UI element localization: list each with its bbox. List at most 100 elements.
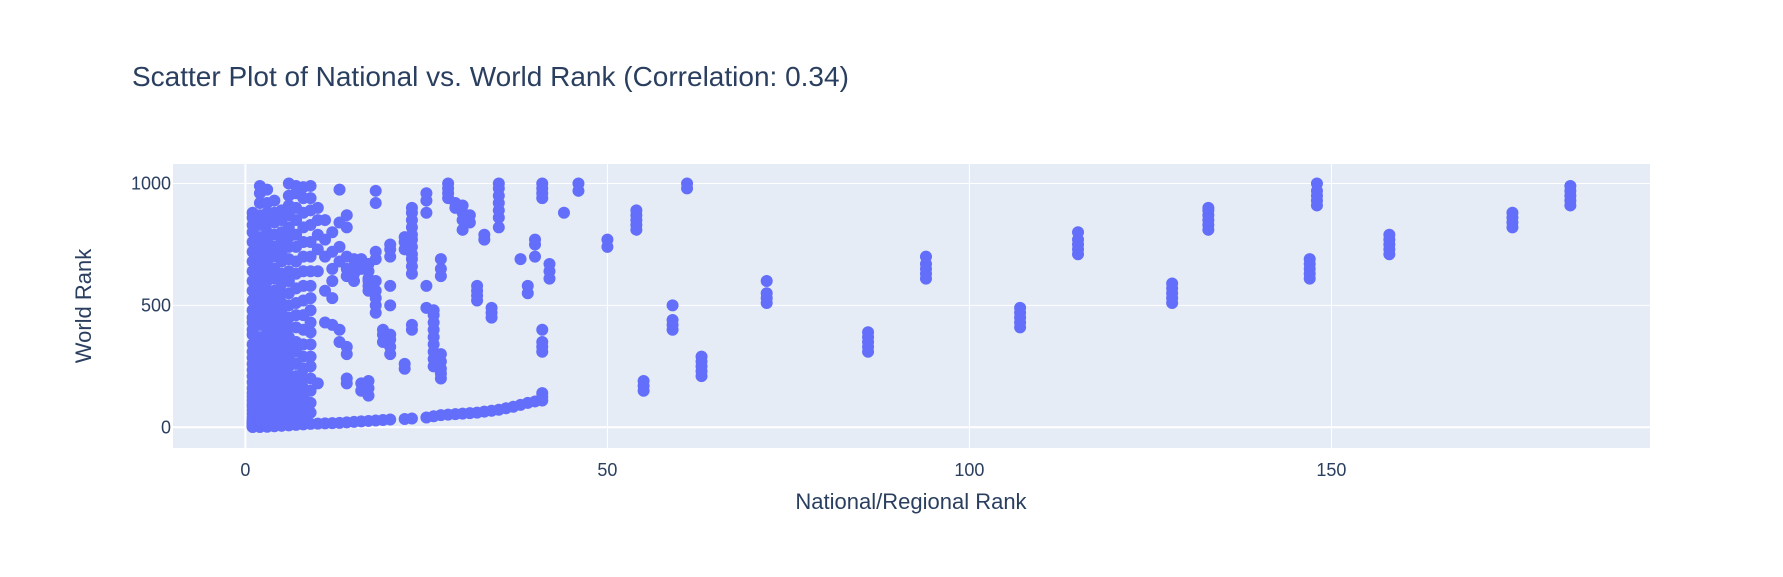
data-point xyxy=(434,262,447,275)
data-point xyxy=(384,238,397,251)
data-point xyxy=(420,187,433,200)
x-tick-label: 100 xyxy=(954,460,984,480)
data-point xyxy=(304,406,317,419)
plot-area xyxy=(173,164,1650,448)
data-point xyxy=(529,250,542,263)
x-tick-label: 150 xyxy=(1316,460,1346,480)
data-point xyxy=(637,374,650,387)
data-point xyxy=(398,357,411,370)
data-point xyxy=(326,262,339,275)
data-point xyxy=(311,243,324,256)
data-point xyxy=(405,201,418,214)
data-point xyxy=(304,360,317,373)
data-point xyxy=(471,279,484,292)
data-point xyxy=(304,384,317,397)
y-axis-title: World Rank xyxy=(71,248,96,364)
data-point xyxy=(420,206,433,219)
data-point xyxy=(304,338,317,351)
data-point xyxy=(543,257,556,270)
data-point xyxy=(760,275,773,288)
data-point xyxy=(1564,179,1577,192)
data-point xyxy=(1166,277,1179,290)
data-point xyxy=(311,377,324,390)
data-point xyxy=(695,350,708,363)
data-point xyxy=(326,226,339,239)
data-point xyxy=(456,199,469,212)
data-point xyxy=(1383,228,1396,241)
gridlines xyxy=(173,164,1650,448)
x-tick-label: 50 xyxy=(597,460,617,480)
data-point xyxy=(536,335,549,348)
x-tick-label: 0 xyxy=(240,460,250,480)
data-point xyxy=(442,177,455,190)
data-point xyxy=(282,221,295,234)
data-point xyxy=(1506,206,1519,219)
data-point xyxy=(384,413,397,426)
data-point xyxy=(362,374,375,387)
data-point xyxy=(290,214,303,227)
data-point xyxy=(862,326,875,339)
data-point xyxy=(1303,253,1316,266)
data-point xyxy=(304,316,317,329)
data-point xyxy=(681,177,694,190)
data-point xyxy=(333,240,346,253)
data-point xyxy=(369,184,382,197)
data-point xyxy=(369,275,382,288)
data-point xyxy=(1072,226,1085,239)
data-point xyxy=(261,183,274,196)
data-point xyxy=(492,177,505,190)
data-point xyxy=(290,228,303,241)
data-point xyxy=(326,275,339,288)
data-point xyxy=(420,279,433,292)
data-point xyxy=(919,250,932,263)
data-point xyxy=(536,177,549,190)
data-point xyxy=(463,209,476,222)
data-point xyxy=(1014,301,1027,314)
data-point xyxy=(319,233,332,246)
x-axis-title: National/Regional Rank xyxy=(795,489,1027,514)
data-point xyxy=(304,350,317,363)
data-point xyxy=(536,323,549,336)
data-point xyxy=(333,323,346,336)
data-point xyxy=(536,387,549,400)
data-point xyxy=(304,326,317,339)
data-point xyxy=(304,192,317,205)
data-points xyxy=(246,177,1577,434)
data-point xyxy=(557,206,570,219)
chart-title: Scatter Plot of National vs. World Rank … xyxy=(132,61,849,92)
data-point xyxy=(369,284,382,297)
data-point xyxy=(311,265,324,278)
data-point xyxy=(311,201,324,214)
data-point xyxy=(666,299,679,312)
data-point xyxy=(326,292,339,305)
data-point xyxy=(514,253,527,266)
data-point xyxy=(304,236,317,249)
data-point xyxy=(427,304,440,317)
data-point xyxy=(384,299,397,312)
axis-ticks: 0 50 100 150 0 500 1000 xyxy=(131,174,1347,480)
data-point xyxy=(1310,177,1323,190)
data-point xyxy=(384,328,397,341)
data-point xyxy=(384,279,397,292)
data-point xyxy=(630,204,643,217)
data-point xyxy=(340,209,353,222)
data-point xyxy=(304,396,317,409)
y-tick-label: 1000 xyxy=(131,174,171,194)
data-point xyxy=(666,314,679,327)
data-point xyxy=(319,214,332,227)
data-point xyxy=(434,253,447,266)
data-point xyxy=(456,223,469,236)
data-point xyxy=(478,228,491,241)
data-point xyxy=(601,233,614,246)
data-point xyxy=(268,194,281,207)
data-point xyxy=(485,301,498,314)
data-point xyxy=(282,275,295,288)
data-point xyxy=(369,245,382,258)
data-point xyxy=(304,304,317,317)
data-point xyxy=(572,177,585,190)
y-tick-label: 500 xyxy=(141,295,171,315)
data-point xyxy=(340,340,353,353)
data-point xyxy=(1202,201,1215,214)
y-tick-label: 0 xyxy=(161,417,171,437)
